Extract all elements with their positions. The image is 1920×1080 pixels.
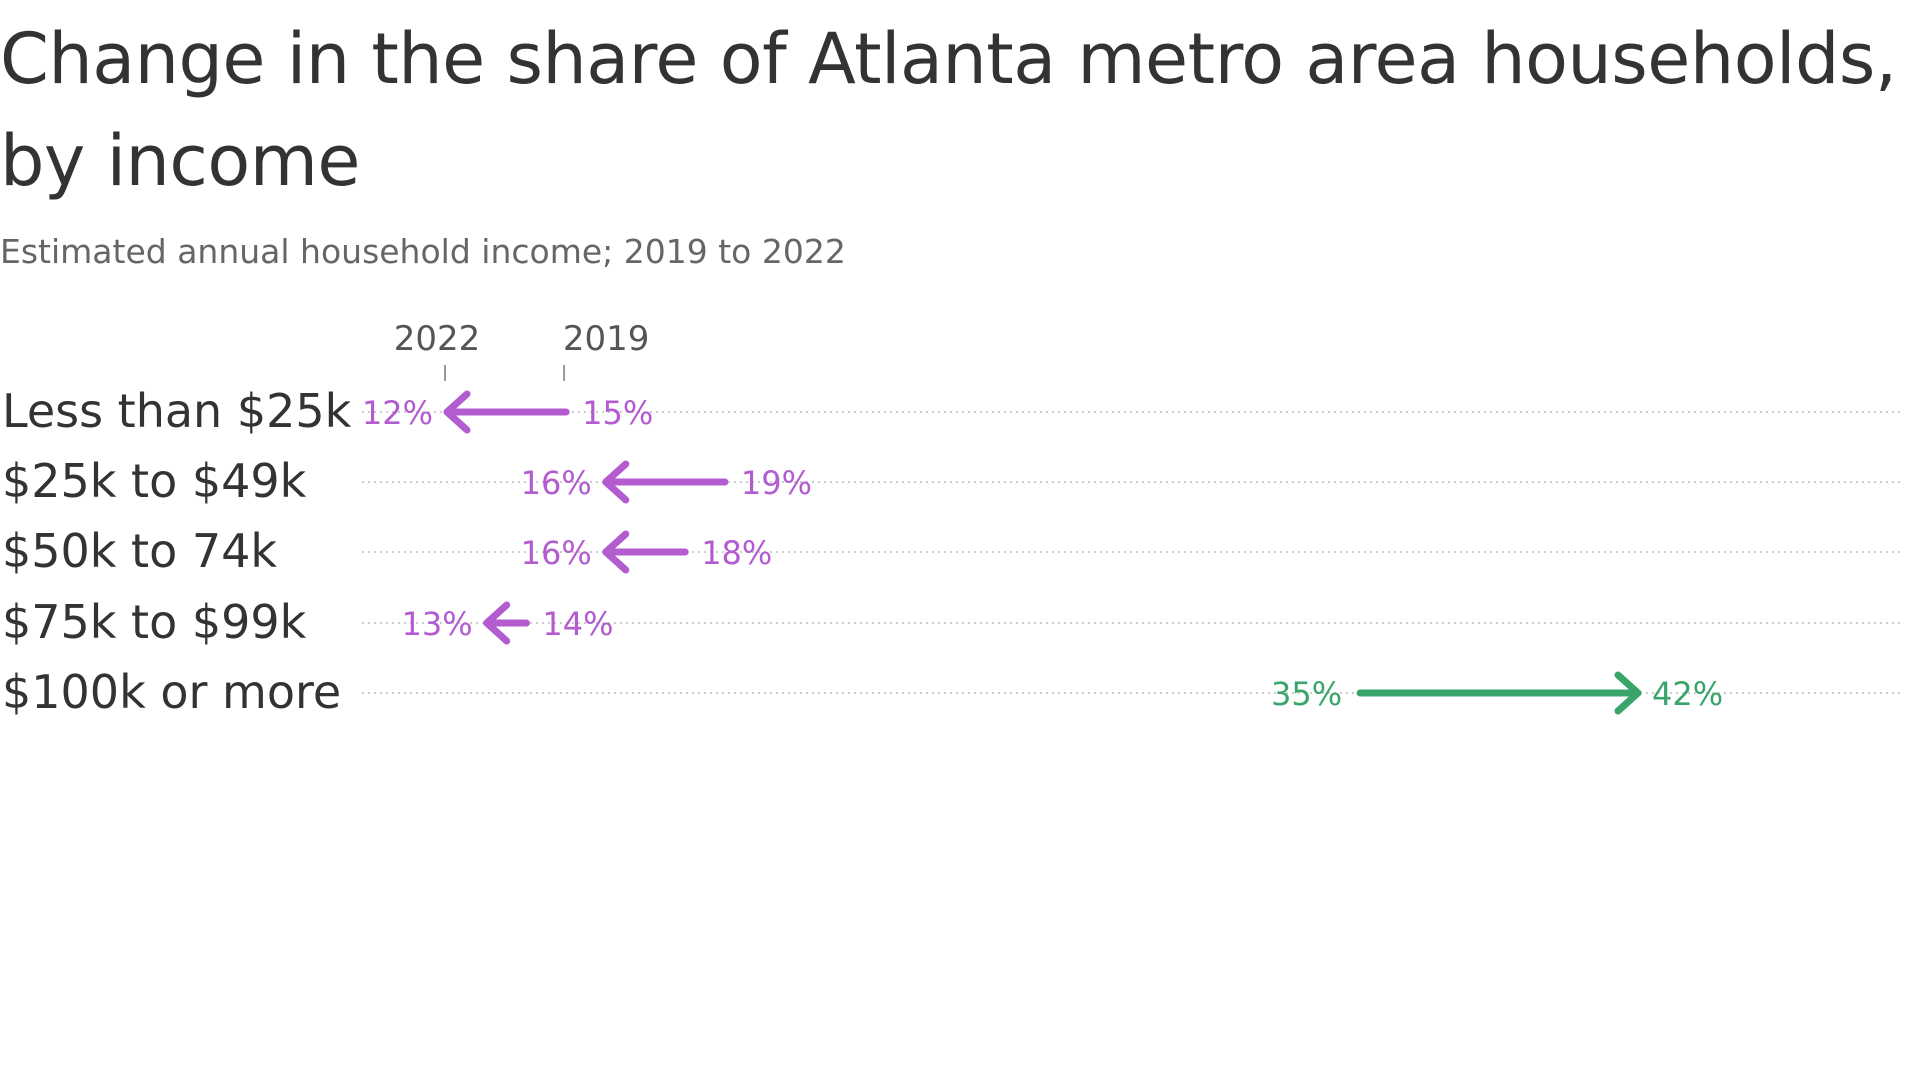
arrow-chart: 2022 2019 Less than $25k 15% 12% $25k to $49k…: [2, 319, 1900, 719]
category-label: Less than $25k: [2, 384, 352, 438]
chart-title: Change in the share of Atlanta metro are…: [0, 18, 1897, 202]
value-label-2019: 15%: [582, 394, 653, 432]
value-label-2022: 16%: [521, 464, 592, 502]
header-label-2022: 2022: [394, 319, 481, 359]
value-label-2019: 14%: [542, 605, 613, 643]
arrow-head: [483, 601, 511, 645]
category-label: $25k to $49k: [2, 454, 307, 508]
value-label-2019: 35%: [1271, 675, 1342, 713]
arrow-head: [602, 530, 630, 574]
category-label: $100k or more: [2, 665, 341, 719]
header-label-2019: 2019: [563, 319, 650, 359]
value-label-2022: 12%: [362, 394, 433, 432]
value-label-2019: 18%: [701, 534, 772, 572]
chart-subtitle: Estimated annual household income; 2019 …: [0, 232, 846, 271]
category-label: $75k to $99k: [2, 595, 307, 649]
category-label: $50k to 74k: [2, 524, 277, 578]
arrow-head: [602, 460, 630, 504]
value-label-2019: 19%: [741, 464, 812, 502]
arrow-head: [1614, 671, 1642, 715]
value-label-2022: 42%: [1652, 675, 1723, 713]
value-label-2022: 13%: [402, 605, 473, 643]
value-label-2022: 16%: [521, 534, 592, 572]
arrow-head: [443, 390, 471, 434]
